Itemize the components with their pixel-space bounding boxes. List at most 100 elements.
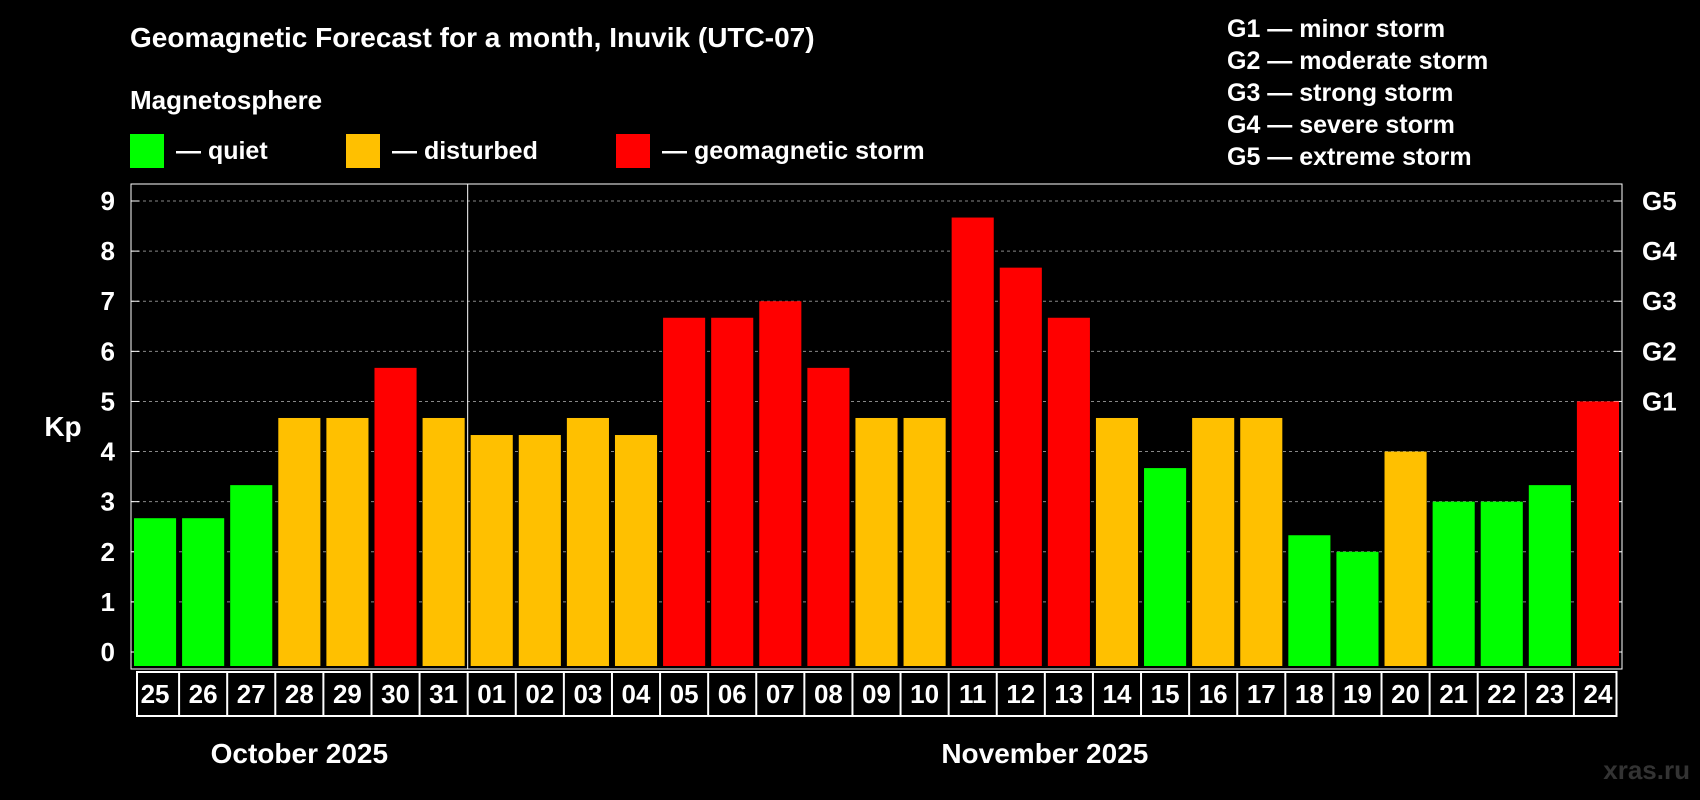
g-scale-label-g1: G1 [1642, 386, 1677, 416]
x-tick-label-19: 19 [1343, 679, 1372, 709]
bar-03 [566, 417, 609, 666]
storm-scale-g3: G3 — strong storm [1227, 79, 1454, 107]
x-tick-label-18: 18 [1295, 679, 1324, 709]
month-label-0: October 2025 [211, 738, 388, 769]
x-tick-label-23: 23 [1535, 679, 1564, 709]
g-scale-label-g2: G2 [1642, 336, 1677, 366]
bar-06 [711, 317, 754, 666]
x-tick-label-25: 25 [141, 679, 170, 709]
storm-scale-g4: G4 — severe storm [1227, 111, 1455, 139]
legend-quiet: — quiet [130, 134, 268, 168]
legend-quiet-label: — quiet [176, 136, 268, 165]
x-tick-label-16: 16 [1199, 679, 1228, 709]
y-tick-label: 1 [101, 587, 115, 617]
bar-12 [999, 267, 1042, 666]
bar-24 [1576, 401, 1619, 666]
y-tick-label: 4 [101, 437, 116, 467]
bar-29 [326, 417, 369, 666]
x-tick-label-11: 11 [959, 679, 987, 709]
bar-31 [422, 417, 465, 666]
bar-02 [518, 435, 561, 666]
bar-19 [1336, 551, 1379, 666]
x-tick-label-27: 27 [237, 679, 266, 709]
magnetosphere-label: Magnetosphere [130, 85, 323, 115]
bar-17 [1240, 417, 1283, 666]
bar-10 [903, 417, 946, 666]
x-tick-label-10: 10 [910, 679, 939, 709]
y-axis-label: Kp [44, 411, 81, 442]
plot-frame [130, 183, 1623, 670]
bar-18 [1288, 535, 1331, 666]
bar-08 [807, 367, 850, 666]
g-scale-label-g4: G4 [1642, 236, 1677, 266]
bar-05 [663, 317, 706, 666]
bar-14 [1095, 417, 1139, 666]
x-tick-label-26: 26 [189, 679, 218, 709]
storm-scale-g5: G5 — extreme storm [1227, 143, 1472, 171]
quiet-swatch [130, 134, 164, 168]
legend-disturbed: — disturbed [346, 134, 538, 168]
bar-20 [1384, 451, 1427, 666]
x-tick-label-13: 13 [1054, 679, 1083, 709]
x-tick-label-20: 20 [1391, 679, 1420, 709]
y-tick-label: 0 [101, 637, 115, 667]
storm-scale-legend: G1 — minor storm G2 — moderate storm G3 … [1227, 13, 1488, 173]
bar-09 [855, 417, 898, 666]
bar-21 [1432, 501, 1475, 666]
x-tick-label-22: 22 [1487, 679, 1516, 709]
x-tick-label-01: 01 [477, 679, 506, 709]
legend-disturbed-label: — disturbed [392, 136, 538, 165]
storm-swatch [616, 134, 650, 168]
x-tick-label-28: 28 [285, 679, 314, 709]
bar-28 [278, 417, 321, 666]
x-tick-label-03: 03 [573, 679, 602, 709]
bar-04 [614, 435, 658, 666]
y-tick-label: 2 [101, 537, 115, 567]
date-row-frame [136, 671, 1618, 717]
bar-26 [182, 518, 225, 666]
legend-storm: — geomagnetic storm [616, 134, 925, 168]
bar-01 [470, 435, 513, 666]
bar-30 [374, 367, 417, 666]
bar-22 [1480, 501, 1523, 666]
x-tick-label-05: 05 [670, 679, 699, 709]
x-tick-label-06: 06 [718, 679, 747, 709]
y-tick-label: 5 [101, 386, 115, 416]
y-tick-label: 9 [101, 186, 115, 216]
y-tick-label: 6 [101, 336, 115, 366]
watermark: xras.ru [1603, 755, 1690, 785]
bar-16 [1192, 417, 1235, 666]
bar-07 [759, 301, 802, 666]
x-tick-label-17: 17 [1247, 679, 1276, 709]
x-tick-label-04: 04 [622, 679, 651, 709]
x-tick-label-12: 12 [1006, 679, 1035, 709]
x-tick-label-14: 14 [1103, 679, 1132, 709]
x-tick-label-08: 08 [814, 679, 843, 709]
storm-scale-g2: G2 — moderate storm [1227, 47, 1489, 75]
legend-storm-label: — geomagnetic storm [662, 136, 925, 165]
y-tick-label: 7 [101, 286, 115, 316]
x-tick-label-15: 15 [1151, 679, 1180, 709]
y-tick-label: 8 [101, 236, 115, 266]
disturbed-swatch [346, 134, 380, 168]
g-scale-label-g3: G3 [1642, 286, 1677, 316]
x-tick-label-31: 31 [429, 679, 458, 709]
bar-11 [951, 217, 994, 666]
storm-scale-g1: G1 — minor storm [1227, 15, 1446, 43]
x-tick-label-21: 21 [1439, 679, 1468, 709]
chart-title: Geomagnetic Forecast for a month, Inuvik… [130, 22, 815, 53]
bar-13 [1047, 317, 1090, 666]
bar-23 [1528, 485, 1571, 666]
x-tick-label-07: 07 [766, 679, 795, 709]
bar-25 [134, 518, 177, 666]
x-tick-label-09: 09 [862, 679, 891, 709]
bar-15 [1144, 468, 1187, 666]
bar-27 [230, 485, 273, 666]
x-tick-label-02: 02 [525, 679, 554, 709]
x-tick-label-24: 24 [1583, 679, 1612, 709]
y-tick-label: 3 [101, 487, 115, 517]
x-tick-label-30: 30 [381, 679, 410, 709]
x-tick-label-29: 29 [333, 679, 362, 709]
g-scale-label-g5: G5 [1642, 186, 1677, 216]
